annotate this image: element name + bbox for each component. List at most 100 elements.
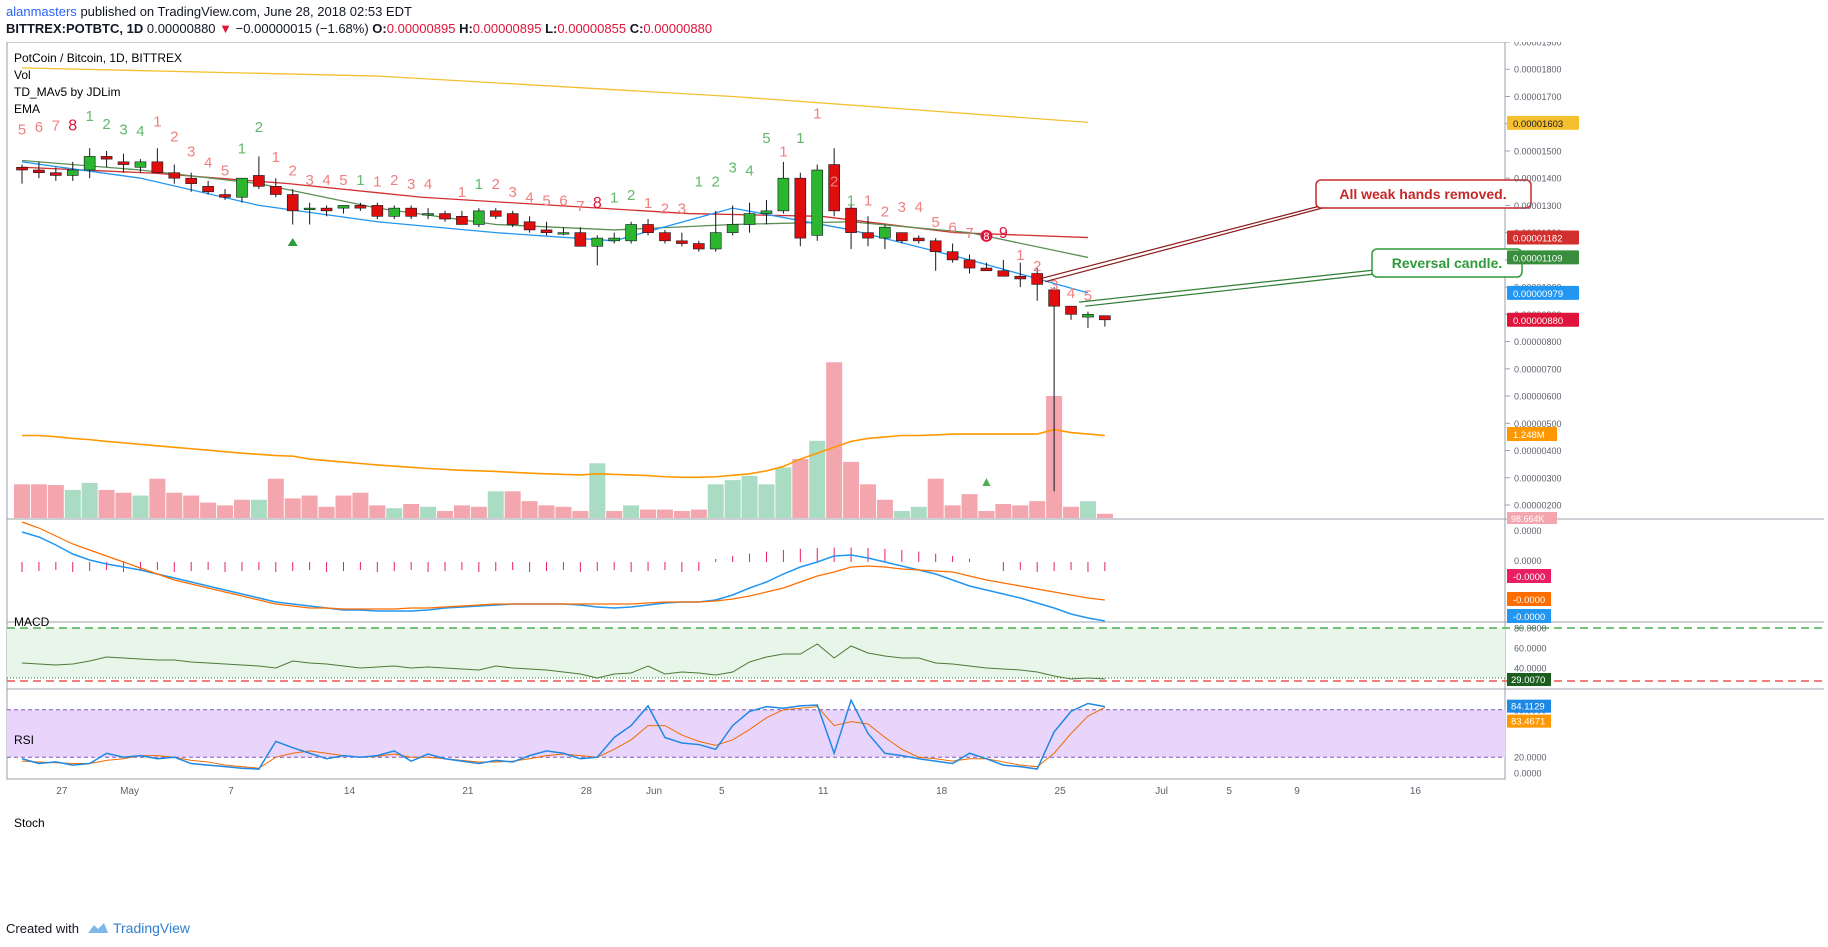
candle-body bbox=[33, 169, 45, 174]
volume-bar bbox=[115, 492, 132, 518]
x-tick-label: 5 bbox=[719, 786, 725, 797]
author-link[interactable]: alanmasters bbox=[6, 4, 77, 19]
td-count: 3 bbox=[407, 176, 415, 193]
candle-body bbox=[1065, 305, 1077, 315]
volume-bar bbox=[318, 506, 335, 518]
td-count: 1 bbox=[610, 190, 618, 207]
candle-body bbox=[50, 172, 62, 176]
volume-bar bbox=[995, 503, 1012, 518]
volume-bar bbox=[978, 510, 995, 518]
candle-body bbox=[371, 205, 384, 217]
candle-body bbox=[879, 226, 891, 239]
volume-bar bbox=[910, 506, 927, 518]
price-label-text: 0.00001603 bbox=[1513, 119, 1563, 130]
volume-bar bbox=[775, 467, 792, 518]
down-arrow-icon: ▼ bbox=[219, 21, 233, 36]
td-count: 2 bbox=[830, 173, 838, 190]
x-tick-label: 21 bbox=[462, 786, 474, 797]
td-count: 3 bbox=[898, 199, 906, 216]
volume-bar bbox=[1096, 513, 1113, 518]
volume-bar bbox=[1063, 506, 1080, 518]
candle-body bbox=[354, 205, 367, 209]
study-vol: Vol bbox=[14, 68, 31, 82]
candle-body bbox=[608, 237, 621, 242]
rsi-label: RSI bbox=[14, 733, 34, 747]
td-count: 4 bbox=[204, 154, 212, 171]
volume-bar bbox=[656, 509, 673, 518]
rsi-tick: 40.0000 bbox=[1514, 664, 1547, 674]
candle-body bbox=[862, 232, 874, 239]
close-value: 0.00000880 bbox=[643, 21, 713, 36]
volume-bar bbox=[267, 478, 284, 518]
price-label-box bbox=[1507, 312, 1579, 327]
callout-line bbox=[1078, 269, 1376, 303]
price-axis[interactable]: 0.000019000.000018000.000017000.00001600… bbox=[1505, 42, 1579, 511]
candle-body bbox=[676, 240, 688, 244]
macd-tick: 0.0000 bbox=[1514, 556, 1542, 566]
rsi-band bbox=[7, 628, 1505, 678]
volume-bar bbox=[927, 478, 944, 518]
callout-text: Reversal candle. bbox=[1392, 255, 1503, 271]
stoch-d-line bbox=[21, 706, 1106, 769]
volume-bar bbox=[64, 489, 81, 518]
rsi-tick: 60.0000 bbox=[1514, 644, 1547, 654]
y-tick-label: 0.00001700 bbox=[1514, 92, 1562, 102]
x-tick-label: 5 bbox=[1227, 786, 1233, 797]
volume-bar bbox=[98, 489, 115, 518]
y-tick-label: 0.00001300 bbox=[1514, 201, 1562, 211]
volume-bar bbox=[284, 498, 301, 518]
rsi-last-label: 29.0070 bbox=[1511, 675, 1545, 686]
y-tick-label: 0.00001400 bbox=[1514, 174, 1562, 184]
candle-body bbox=[777, 177, 790, 212]
volume-bar bbox=[860, 484, 876, 518]
y-tick-label: 0.00000400 bbox=[1514, 446, 1562, 456]
ema-lines bbox=[21, 67, 1089, 294]
td-count: 2 bbox=[255, 119, 263, 136]
study-td: TD_MAv5 by JDLim bbox=[14, 85, 120, 99]
stoch-k-label: 84.1129 bbox=[1511, 702, 1545, 713]
candle-body bbox=[591, 237, 604, 247]
stoch-d-label: 83.4671 bbox=[1511, 717, 1545, 728]
td-count: 1 bbox=[272, 149, 280, 166]
candle-body bbox=[236, 177, 248, 198]
td-count: 4 bbox=[136, 123, 144, 140]
candle-body bbox=[811, 169, 824, 236]
candle-body bbox=[388, 207, 401, 217]
candle-body bbox=[185, 177, 197, 184]
y-tick-label: 0.00001800 bbox=[1514, 65, 1562, 75]
indicator-panes: 0.00000.0000-0.0000-0.0000-0.000080.0000… bbox=[7, 521, 1824, 779]
volume-bar bbox=[521, 501, 538, 518]
macd-last-box bbox=[1507, 609, 1551, 623]
candle-body bbox=[1048, 289, 1060, 307]
volume-bar bbox=[893, 510, 910, 518]
td-count: 6 bbox=[559, 192, 567, 209]
x-tick-label: Jun bbox=[646, 786, 662, 797]
td-count: 2 bbox=[102, 116, 110, 133]
candle-body bbox=[845, 207, 857, 233]
macd-signal-line bbox=[21, 521, 1105, 610]
annotations: All weak hands removed. Reversal candle. bbox=[1039, 179, 1532, 307]
tradingview-brand[interactable]: TradingView bbox=[87, 920, 190, 936]
candle-body bbox=[269, 186, 282, 195]
volume-bar bbox=[589, 463, 606, 518]
rsi-tick: 80.0000 bbox=[1514, 624, 1547, 634]
td-count: 1 bbox=[864, 192, 872, 209]
candle-body bbox=[253, 175, 265, 187]
time-axis[interactable]: 27 May 7 14 21 28 Jun 5 11 18 25 Jul 5 9 16 bbox=[7, 778, 1505, 797]
td-count: 6 bbox=[948, 220, 956, 237]
td-count: 1 bbox=[475, 176, 483, 193]
chart-title: PotCoin / Bitcoin, 1D, BITTREX bbox=[14, 51, 182, 65]
td-count: 9 bbox=[999, 225, 1008, 242]
volume-bar bbox=[233, 499, 250, 518]
volume-bar bbox=[301, 495, 318, 518]
td-count: 2 bbox=[170, 128, 178, 145]
published-text: published on TradingView.com, June 28, 2… bbox=[80, 4, 412, 19]
td-badge bbox=[980, 229, 993, 242]
price-label-text: 0.00001182 bbox=[1513, 234, 1563, 245]
candle-body bbox=[489, 210, 502, 217]
high-value: 0.00000895 bbox=[472, 21, 542, 36]
volume-bar bbox=[420, 506, 437, 518]
price-label-text: 0.00000979 bbox=[1513, 289, 1563, 300]
y-tick-label: 0.00001900 bbox=[1514, 42, 1562, 48]
